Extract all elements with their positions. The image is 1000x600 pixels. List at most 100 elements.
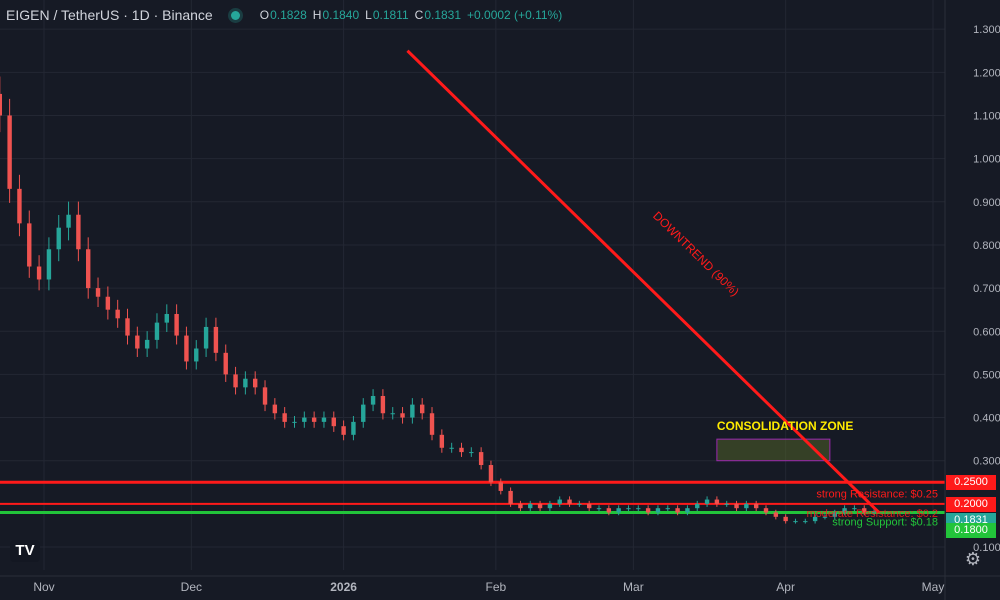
candle-body — [704, 499, 710, 504]
price-change: +0.0002 (+0.11%) — [467, 8, 563, 22]
candle-body — [528, 503, 533, 509]
candle-body — [685, 508, 690, 513]
candle-body — [753, 503, 759, 509]
candle-body — [194, 348, 199, 362]
candle-body — [105, 296, 111, 310]
candle-body — [724, 503, 729, 505]
candle-body — [341, 426, 346, 435]
time-axis[interactable]: Nov Dec 2026 Feb Mar Apr May — [0, 575, 1000, 594]
candle-body — [842, 508, 847, 513]
candle-body — [223, 352, 228, 375]
candle-body — [292, 421, 297, 423]
candle-body — [557, 499, 562, 504]
candle-body — [508, 490, 513, 504]
candle-body — [596, 508, 602, 510]
candle-body — [115, 309, 120, 319]
candle-body — [469, 452, 474, 454]
horizontal-levels[interactable] — [0, 480, 945, 514]
candle-body — [7, 115, 12, 189]
price-tick-label: 1.1000 — [973, 110, 1000, 122]
candle-body — [203, 326, 209, 349]
candle-body — [744, 503, 749, 509]
candle-body — [478, 452, 484, 466]
candle-body — [125, 318, 130, 336]
candle-body — [439, 434, 445, 448]
candle-body — [645, 508, 651, 513]
candle-body — [429, 413, 435, 435]
candle-body — [370, 395, 376, 405]
ohlc-high-value: 0.1840 — [322, 8, 360, 22]
candle-body — [459, 447, 464, 453]
candle-body — [773, 512, 779, 517]
price-tick-label: 0.1000 — [973, 542, 1000, 554]
time-tick-label: Apr — [776, 580, 795, 594]
consolidation-zone-box[interactable] — [716, 438, 831, 462]
moderate-resistance-price-tag: 0.2000 — [946, 496, 996, 512]
candle-body — [852, 508, 857, 510]
gear-icon[interactable]: ⚙ — [964, 549, 982, 569]
tradingview-logo-icon[interactable]: TV — [10, 540, 40, 562]
resistance-price-tag: 0.2500 — [946, 475, 996, 491]
candle-body — [734, 503, 739, 509]
candle-body — [822, 516, 828, 518]
candle-body — [184, 335, 189, 362]
candle-body — [547, 503, 553, 509]
candle-body — [390, 413, 395, 415]
candle-body — [695, 503, 700, 509]
candle-body — [302, 417, 307, 422]
consolidation-zone[interactable] — [716, 438, 831, 462]
time-tick-label: May — [922, 580, 945, 594]
ohlc-close-value: 0.1831 — [424, 8, 462, 22]
candle-body — [76, 214, 81, 250]
candle-body — [321, 417, 327, 422]
candle-body — [567, 499, 572, 504]
candle-body — [812, 516, 818, 522]
candle-body — [498, 482, 503, 491]
candles-group — [0, 76, 877, 524]
candle-body — [46, 249, 52, 280]
strong-resistance-label: strong Resistance: $0.25 — [816, 488, 938, 500]
time-tick-label: Feb — [486, 580, 507, 594]
candle-body — [86, 249, 91, 289]
ohlc-open-key: O — [259, 8, 270, 22]
ohlc-close-key: C — [414, 8, 424, 22]
candle-body — [144, 339, 150, 349]
moderate-resistance-label: moderate Resistance: $0.2 — [807, 508, 938, 520]
candle-body — [832, 512, 837, 517]
candle-body — [17, 188, 22, 224]
candle-body — [66, 214, 71, 228]
candle-body — [252, 378, 258, 388]
candle-body — [419, 404, 425, 414]
candle-body — [783, 516, 788, 522]
symbol-title[interactable]: EIGEN / TetherUS · 1D · Binance — [6, 7, 213, 23]
support-price-tag: 0.1800 — [946, 522, 996, 538]
candle-body — [488, 465, 494, 483]
candle-body — [243, 378, 248, 388]
downtrend-line[interactable] — [406, 49, 881, 514]
candle-body — [262, 387, 268, 405]
candle-body — [862, 508, 867, 513]
candle-body — [626, 508, 631, 510]
candle-body — [763, 508, 769, 513]
time-tick-label: 2026 — [330, 580, 357, 594]
candle-body — [174, 313, 179, 336]
candle-body — [380, 395, 386, 414]
candle-body — [95, 288, 101, 297]
candle-body — [410, 404, 415, 418]
downtrend-line-path[interactable] — [406, 49, 881, 514]
chart-legend: EIGEN / TetherUS · 1D · Binance O 0.1828 … — [6, 7, 562, 23]
candle-body — [282, 413, 287, 422]
candle-body — [56, 227, 61, 250]
candle-body — [675, 508, 680, 513]
time-tick-label: Mar — [623, 580, 644, 594]
